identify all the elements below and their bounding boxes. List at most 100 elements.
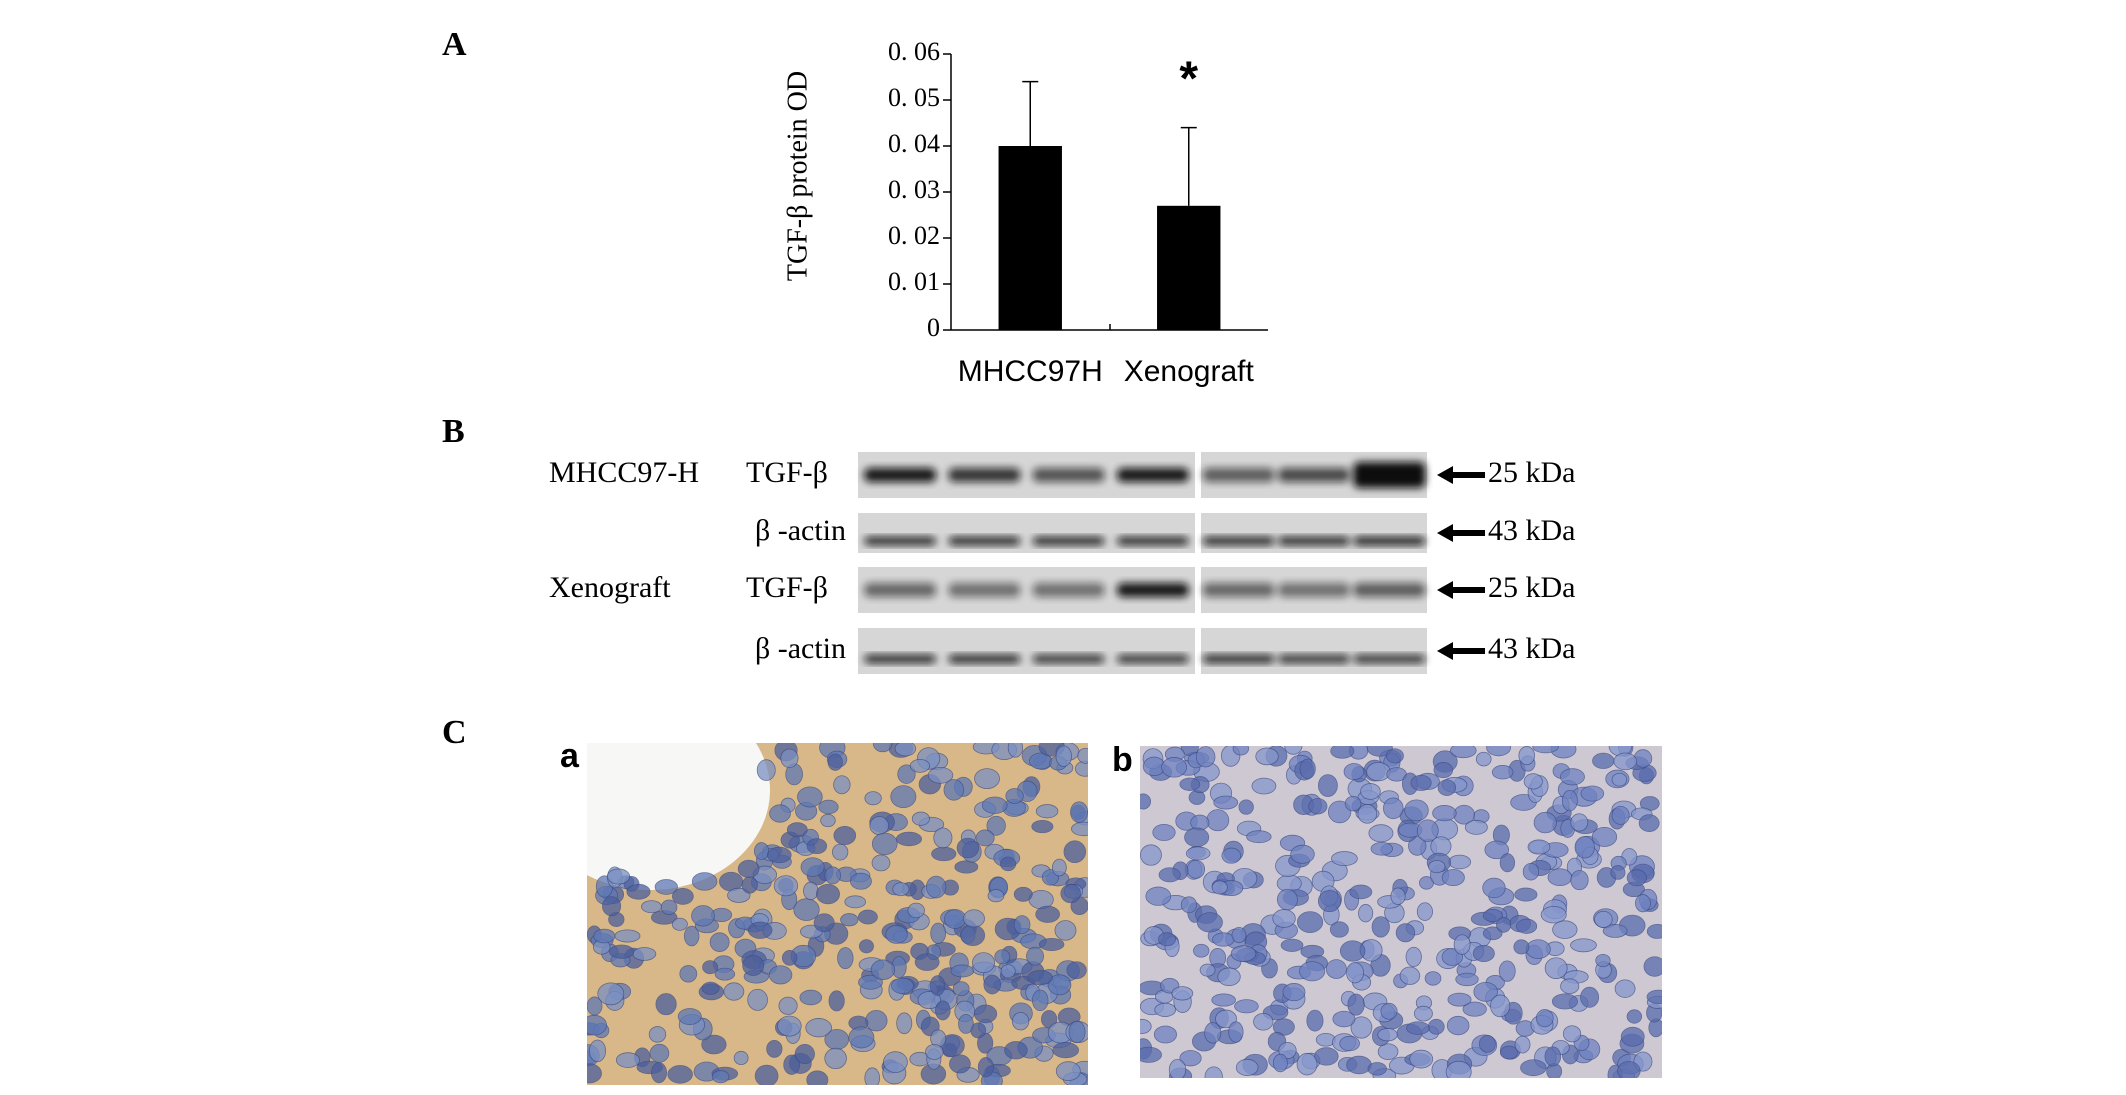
cell-nucleus bbox=[896, 1012, 913, 1035]
cell-nucleus bbox=[1179, 777, 1201, 791]
cell-nucleus bbox=[1253, 1012, 1274, 1031]
cell-nucleus bbox=[818, 799, 839, 815]
arrow bbox=[1437, 466, 1485, 484]
cell-nucleus bbox=[1580, 785, 1605, 802]
cell-nucleus bbox=[1633, 749, 1653, 768]
cell-nucleus bbox=[1413, 1005, 1433, 1022]
protein-label: β -actin bbox=[755, 632, 846, 665]
blot-band bbox=[948, 468, 1021, 482]
cell-nucleus bbox=[1522, 862, 1540, 881]
cell-nucleus bbox=[1066, 961, 1087, 980]
cell-nucleus bbox=[1408, 836, 1427, 856]
cell-nucleus bbox=[1445, 1060, 1472, 1078]
cell-nucleus bbox=[1230, 945, 1257, 962]
cell-nucleus bbox=[849, 872, 872, 890]
cell-nucleus bbox=[857, 909, 878, 925]
cell-nucleus bbox=[1011, 1011, 1030, 1031]
cell-nucleus bbox=[824, 1047, 847, 1070]
cell-nucleus bbox=[1570, 870, 1589, 891]
cell-nucleus bbox=[1514, 1035, 1531, 1054]
cell-nucleus bbox=[756, 759, 776, 781]
cell-nucleus bbox=[1217, 967, 1241, 987]
protein-label: TGF-β bbox=[746, 571, 828, 604]
cell-nucleus bbox=[1272, 909, 1296, 928]
cell-nucleus bbox=[1346, 1055, 1372, 1075]
cell-nucleus bbox=[1613, 752, 1638, 771]
cell-nucleus bbox=[1358, 904, 1374, 923]
cell-nucleus bbox=[597, 982, 625, 1006]
cell-nucleus bbox=[956, 837, 980, 859]
cell-nucleus bbox=[1140, 1018, 1152, 1034]
cell-nucleus bbox=[1617, 1061, 1641, 1078]
cell-nucleus bbox=[691, 872, 718, 891]
cell-nucleus bbox=[747, 921, 773, 939]
cell-nucleus bbox=[768, 965, 793, 985]
cell-nucleus bbox=[1473, 981, 1498, 1002]
cell-nucleus bbox=[1484, 840, 1510, 860]
blot-band bbox=[1032, 468, 1105, 482]
cell-nucleus bbox=[1437, 779, 1457, 796]
cell-nucleus bbox=[1520, 1059, 1547, 1077]
cell-nucleus bbox=[1007, 743, 1024, 758]
blot-band bbox=[1278, 583, 1350, 597]
cell-nucleus bbox=[1158, 867, 1181, 883]
cell-nucleus bbox=[1478, 1034, 1496, 1053]
cell-nucleus bbox=[1366, 761, 1391, 782]
cell-nucleus bbox=[1005, 788, 1024, 804]
cell-nucleus bbox=[1013, 915, 1031, 934]
cell-nucleus bbox=[615, 1052, 641, 1068]
cell-nucleus bbox=[1635, 894, 1651, 913]
cell-nucleus bbox=[1347, 993, 1365, 1016]
cell-nucleus bbox=[1325, 959, 1347, 979]
cell-nucleus bbox=[983, 974, 1002, 995]
panel-label: C bbox=[442, 714, 467, 751]
cell-nucleus bbox=[840, 913, 859, 927]
cell-nucleus bbox=[1179, 1050, 1202, 1067]
cell-nucleus bbox=[1199, 963, 1216, 977]
blot-band bbox=[1116, 655, 1189, 663]
y-tick-label: 0. 04 bbox=[888, 129, 940, 158]
cell-nucleus bbox=[891, 977, 914, 994]
cell-nucleus bbox=[1385, 748, 1404, 764]
cell-nucleus bbox=[1377, 1043, 1399, 1060]
cell-nucleus bbox=[1035, 804, 1059, 819]
cell-nucleus bbox=[1482, 926, 1503, 941]
cell-nucleus bbox=[1272, 1053, 1288, 1073]
cell-nucleus bbox=[1339, 940, 1366, 962]
cell-nucleus bbox=[1329, 921, 1349, 938]
cell-nucleus bbox=[649, 1043, 670, 1063]
cell-nucleus bbox=[1562, 1025, 1582, 1043]
cell-nucleus bbox=[975, 829, 995, 847]
cell-nucleus bbox=[890, 785, 917, 809]
cell-nucleus bbox=[1184, 827, 1210, 848]
blot-band bbox=[948, 537, 1021, 545]
cell-nucleus bbox=[813, 913, 835, 933]
cell-nucleus bbox=[651, 1062, 668, 1084]
y-tick-label: 0. 01 bbox=[888, 267, 940, 296]
cell-nucleus bbox=[806, 1070, 829, 1085]
bar bbox=[998, 146, 1062, 330]
cell-nucleus bbox=[1068, 1020, 1086, 1044]
cell-nucleus bbox=[1052, 1042, 1079, 1059]
cell-nucleus bbox=[1032, 989, 1049, 1012]
cell-nucleus bbox=[1513, 939, 1530, 955]
cell-nucleus bbox=[1344, 795, 1362, 812]
cell-nucleus bbox=[1446, 1015, 1470, 1036]
cell-nucleus bbox=[1499, 1045, 1519, 1060]
cell-nucleus bbox=[626, 883, 651, 900]
cell-nucleus bbox=[1427, 1018, 1445, 1035]
cell-nucleus bbox=[820, 813, 836, 828]
cell-nucleus bbox=[1145, 886, 1172, 906]
cell-nucleus bbox=[952, 981, 970, 997]
cell-nucleus bbox=[943, 779, 965, 801]
cell-nucleus bbox=[1280, 938, 1304, 952]
cell-nucleus bbox=[780, 748, 799, 769]
cell-nucleus bbox=[1395, 923, 1416, 943]
cell-nucleus bbox=[727, 887, 751, 903]
cell-nucleus bbox=[1518, 746, 1536, 766]
protein-label: β -actin bbox=[755, 514, 846, 547]
cell-nucleus bbox=[987, 889, 1005, 903]
cell-nucleus bbox=[1276, 888, 1298, 911]
cell-nucleus bbox=[701, 981, 720, 995]
cell-nucleus bbox=[1000, 856, 1017, 872]
